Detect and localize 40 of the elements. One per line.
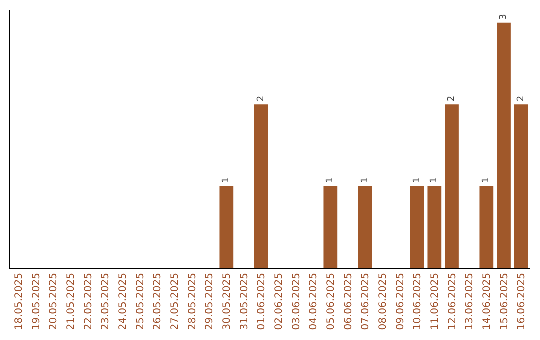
x-tick-label: 12.06.2025 bbox=[447, 273, 458, 330]
x-tick-label: 01.06.2025 bbox=[256, 273, 268, 330]
x-tick-label: 30.05.2025 bbox=[222, 273, 233, 330]
x-tick-label: 13.06.2025 bbox=[464, 273, 476, 330]
x-tick-label: 10.06.2025 bbox=[412, 273, 424, 330]
x-tick-label: 18.05.2025 bbox=[14, 273, 25, 330]
data-label: 1 bbox=[430, 178, 440, 184]
x-tick-label: 15.06.2025 bbox=[499, 273, 510, 330]
x-tick-label: 06.06.2025 bbox=[343, 273, 354, 330]
x-tick-label: 20.05.2025 bbox=[48, 273, 60, 330]
x-tick-label: 14.06.2025 bbox=[482, 273, 493, 330]
x-tick-label: 26.05.2025 bbox=[152, 273, 164, 330]
x-tick-label: 05.06.2025 bbox=[326, 273, 337, 330]
data-label: 3 bbox=[499, 14, 509, 20]
data-label: 1 bbox=[360, 178, 370, 184]
x-tick-label: 09.06.2025 bbox=[395, 273, 406, 330]
data-label: 1 bbox=[412, 178, 422, 184]
data-label: 2 bbox=[447, 96, 457, 102]
x-tick-label: 16.06.2025 bbox=[516, 273, 528, 330]
x-tick-label: 28.05.2025 bbox=[187, 273, 198, 330]
data-label: 2 bbox=[256, 96, 266, 102]
x-tick-label: 31.05.2025 bbox=[239, 273, 250, 330]
x-tick-label: 02.06.2025 bbox=[274, 273, 285, 330]
x-tick-label: 23.05.2025 bbox=[100, 273, 112, 330]
x-tick-label: 27.05.2025 bbox=[170, 273, 181, 330]
data-label: 2 bbox=[516, 96, 526, 102]
data-label: 1 bbox=[326, 178, 336, 184]
x-tick-label: 24.05.2025 bbox=[118, 273, 129, 330]
x-tick-label: 08.06.2025 bbox=[378, 273, 389, 330]
x-tick-label: 07.06.2025 bbox=[360, 273, 372, 330]
x-tick-label: 03.06.2025 bbox=[291, 273, 302, 330]
data-label: 1 bbox=[482, 178, 492, 184]
x-tick-label: 29.05.2025 bbox=[204, 273, 216, 330]
x-tick-label: 11.06.2025 bbox=[430, 273, 441, 330]
data-label: 1 bbox=[222, 178, 232, 184]
x-tick-label: 19.05.2025 bbox=[31, 273, 42, 330]
x-tick-label: 04.06.2025 bbox=[308, 273, 320, 330]
x-tick-label: 25.05.2025 bbox=[135, 273, 146, 330]
x-tick-label: 22.05.2025 bbox=[83, 273, 94, 330]
x-tick-label: 21.05.2025 bbox=[66, 273, 77, 330]
